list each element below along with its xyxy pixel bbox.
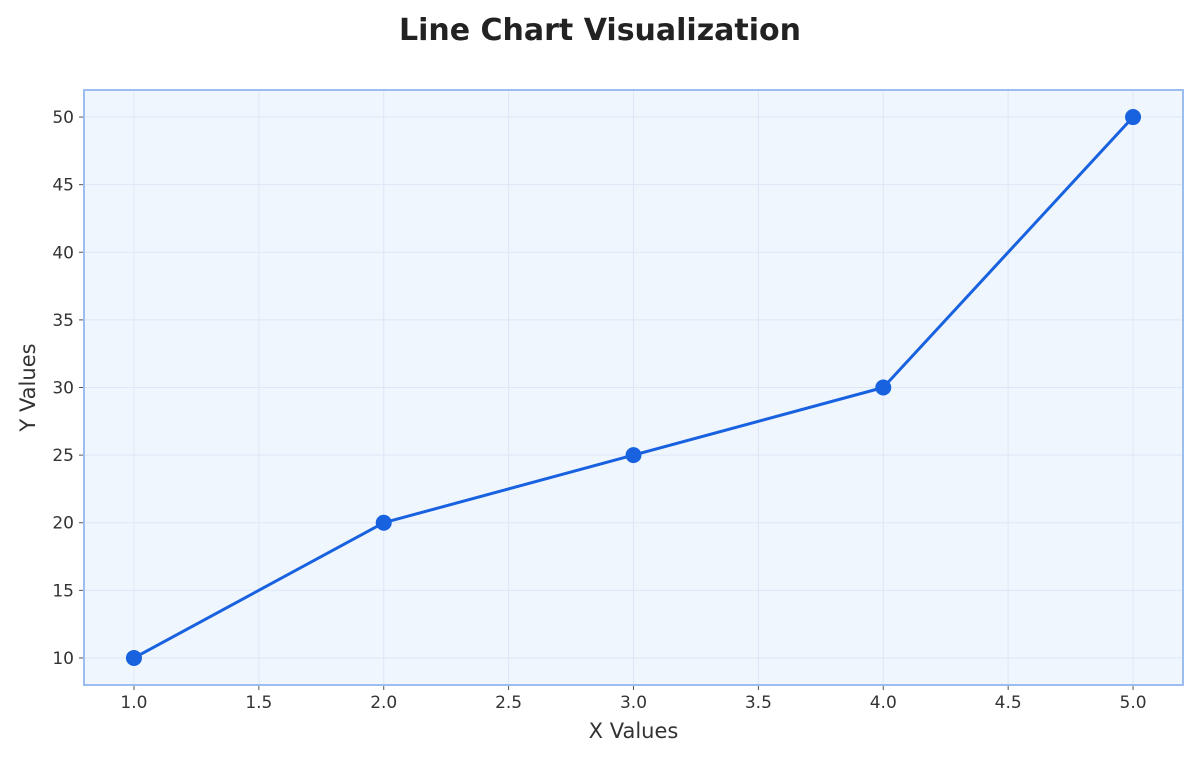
data-point[interactable]: [625, 447, 642, 464]
y-tick-label: 20: [52, 514, 74, 534]
data-point[interactable]: [875, 379, 892, 396]
x-tick-label: 2.5: [495, 693, 522, 713]
x-tick-label: 2.0: [370, 693, 397, 713]
x-tick-label: 4.0: [870, 693, 897, 713]
y-tick-label: 25: [52, 446, 74, 466]
y-tick-label: 45: [52, 176, 74, 196]
y-tick-label: 30: [52, 379, 74, 399]
y-tick-label: 10: [52, 649, 74, 669]
chart-title: Line Chart Visualization: [398, 13, 802, 48]
x-tick-label: 1.0: [120, 693, 147, 713]
plot-border: [83, 89, 1184, 686]
y-axis-label: Y Values: [16, 343, 40, 432]
y-tick-label: 35: [52, 311, 74, 331]
y-tick-label: 50: [52, 108, 74, 128]
data-point[interactable]: [1125, 109, 1142, 126]
x-tick-label: 4.5: [995, 693, 1022, 713]
x-axis-label: X Values: [589, 719, 679, 743]
data-point[interactable]: [375, 514, 392, 531]
series-group: [125, 109, 1142, 666]
x-tick-label: 3.5: [745, 693, 772, 713]
x-tick-label: 5.0: [1120, 693, 1147, 713]
y-tick-label: 15: [52, 581, 74, 601]
axis-ticks: 1.0 1.5 2.0 2.5 3.0 3.5 4.0 4.5 5.0 10 15 20 25 30 35 4…: [52, 108, 1146, 713]
x-tick-label: 3.0: [620, 693, 647, 713]
x-tick-label: 1.5: [245, 693, 272, 713]
y-tick-label: 40: [52, 243, 74, 263]
data-point[interactable]: [125, 649, 142, 666]
